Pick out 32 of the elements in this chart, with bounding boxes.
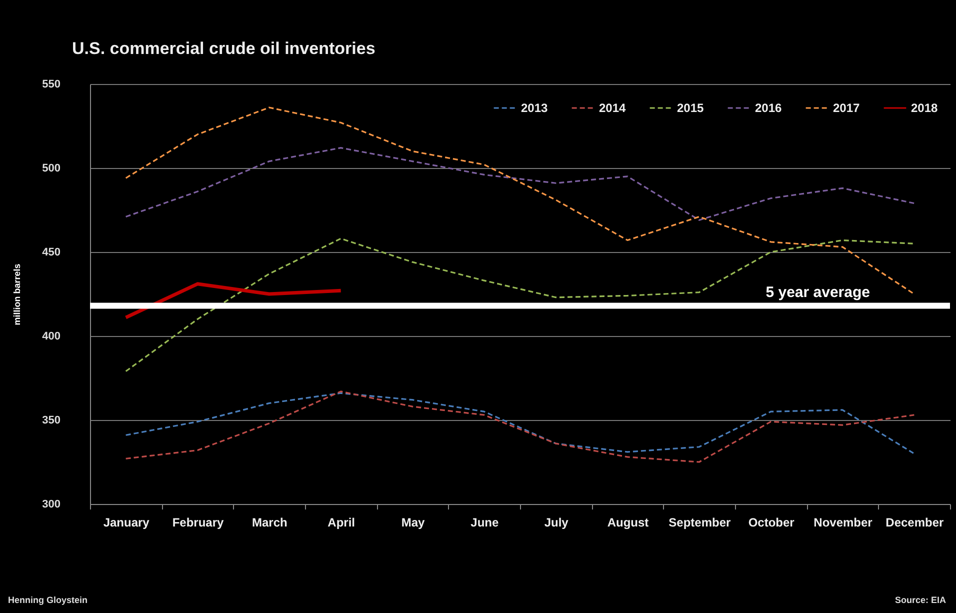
line-series [125,147,915,221]
x-tick-label: October [748,516,795,530]
y-tick-label: 350 [42,414,60,426]
legend-label: 2013 [521,101,548,115]
ref-line-label: 5 year average [766,284,870,301]
x-tick-label: June [470,516,499,530]
x-tick-label: November [814,516,873,530]
text: Henning Gloystein [8,595,88,605]
x-tick-label: March [252,516,288,530]
y-axis-title: million barrels [12,264,22,326]
legend-label: 2017 [833,101,860,115]
line-series [125,238,915,372]
source-note: Source: EIA [894,595,946,605]
x-tick-label: July [544,516,569,530]
y-tick-label: 550 [42,78,60,90]
y-tick-label: 300 [42,498,60,510]
x-tick-label: February [172,516,224,530]
x-tick-label: May [401,516,425,530]
y-tick-label: 500 [42,162,60,174]
x-tick-label: August [607,516,649,530]
legend-label: 2015 [677,101,704,115]
chart-title: U.S. commercial crude oil inventories [72,39,376,58]
x-tick-label: January [103,516,150,530]
legend-label: 2016 [755,101,782,115]
x-tick-label: December [886,516,944,530]
x-tick-label: September [668,516,732,530]
line-series [124,282,343,320]
legend-label: 2014 [599,101,626,115]
y-tick-label: 400 [42,330,60,342]
x-tick-label: April [328,516,356,530]
legend-label: 2018 [911,101,938,115]
y-tick-label: 450 [42,246,60,258]
